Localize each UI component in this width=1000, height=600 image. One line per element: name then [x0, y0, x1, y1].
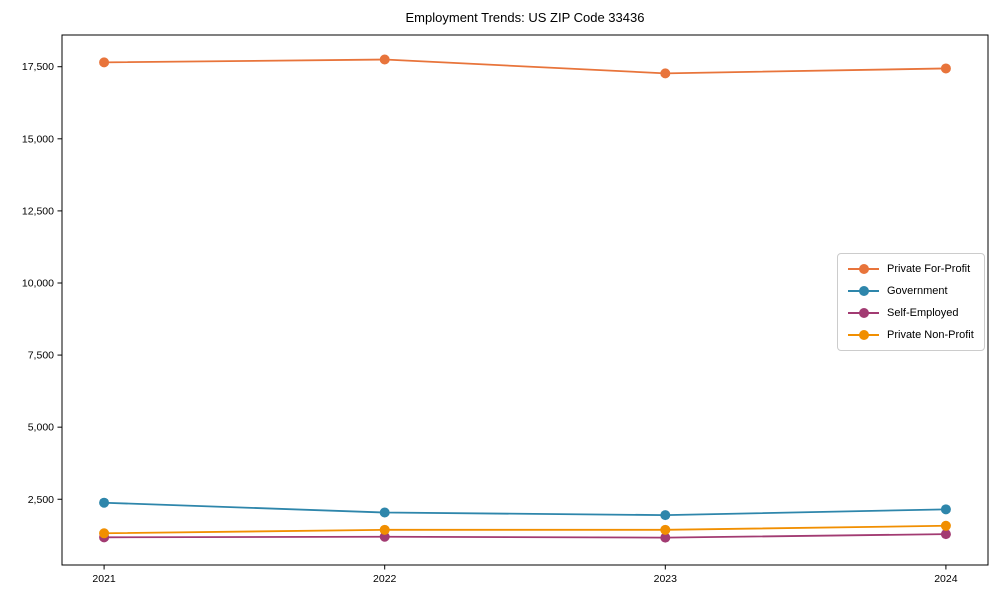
legend-item-government[interactable]: Government: [848, 283, 974, 299]
data-point[interactable]: [99, 57, 110, 68]
y-tick-label: 2,500: [28, 494, 54, 506]
axes-frame: [61, 34, 989, 566]
y-tick-label: 17,500: [22, 61, 54, 73]
data-point[interactable]: [940, 529, 951, 540]
y-tick-label: 12,500: [22, 205, 54, 217]
line-marker-icon: [848, 308, 879, 318]
data-point[interactable]: [940, 63, 951, 74]
legend-item-private-non-profit[interactable]: Private Non-Profit: [848, 327, 974, 343]
legend-item-self-employed[interactable]: Self-Employed: [848, 305, 974, 321]
data-point[interactable]: [660, 532, 671, 543]
legend-item-private-for-profit[interactable]: Private For-Profit: [848, 261, 974, 277]
series-line-3: [103, 524, 947, 535]
data-point[interactable]: [660, 510, 671, 521]
series-line-2: [103, 533, 947, 539]
data-point[interactable]: [379, 531, 390, 542]
series-line-1: [103, 501, 947, 517]
legend-label: Self-Employed: [887, 307, 959, 319]
series-line-0: [103, 58, 947, 75]
y-tick-label: 15,000: [22, 133, 54, 145]
data-point[interactable]: [940, 504, 951, 515]
data-point[interactable]: [99, 528, 110, 539]
legend-label: Private For-Profit: [887, 263, 971, 275]
data-point[interactable]: [940, 520, 951, 531]
data-point[interactable]: [379, 507, 390, 518]
y-tick-label: 10,000: [22, 277, 54, 289]
chart-title: Employment Trends: US ZIP Code 33436: [405, 10, 645, 25]
x-tick-label: 2022: [373, 573, 397, 585]
legend-label: Private Non-Profit: [887, 329, 974, 341]
data-point[interactable]: [660, 68, 671, 79]
x-tick-label: 2024: [934, 573, 958, 585]
line-marker-icon: [848, 286, 879, 296]
data-point[interactable]: [660, 524, 671, 535]
data-point[interactable]: [379, 524, 390, 535]
y-tick-label: 7,500: [28, 350, 54, 362]
line-marker-icon: [848, 264, 879, 274]
y-tick-label: 5,000: [28, 422, 54, 434]
line-marker-icon: [848, 330, 879, 340]
x-tick-label: 2023: [654, 573, 678, 585]
data-point[interactable]: [99, 497, 110, 508]
legend-label: Government: [887, 285, 948, 297]
x-tick-label: 2021: [92, 573, 116, 585]
data-point[interactable]: [379, 54, 390, 65]
legend: Private For-Profit Government Self-Emplo…: [837, 253, 985, 351]
